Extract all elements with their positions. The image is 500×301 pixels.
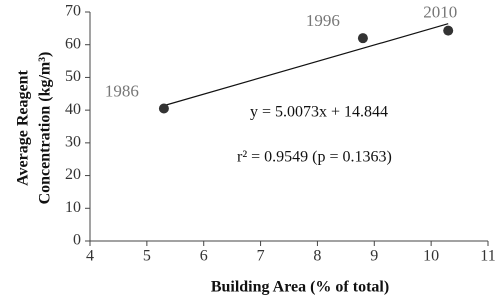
x-tick-label: 11 — [480, 248, 495, 265]
point-label: 1986 — [105, 81, 139, 100]
trendline — [163, 23, 449, 107]
annotation: r² = 0.9549 (p = 0.1363) — [237, 149, 392, 166]
y-tick-label: 10 — [65, 199, 81, 216]
point — [158, 103, 169, 114]
y-tick-label: 40 — [65, 101, 81, 118]
x-tick-label: 6 — [200, 248, 208, 265]
y-axis-label: Average Reagent — [15, 70, 32, 186]
y-tick-label: 50 — [65, 68, 81, 85]
y-tick-label: 0 — [73, 232, 81, 249]
x-tick-label: 9 — [370, 248, 378, 265]
y-tick-label: 70 — [65, 3, 81, 20]
x-tick-label: 7 — [257, 248, 265, 265]
trend-equation: y = 5.0073x + 14.844 — [250, 104, 388, 121]
x-tick-label: 10 — [423, 248, 439, 265]
y-tick-label: 30 — [65, 134, 81, 151]
point — [357, 33, 368, 44]
point — [443, 25, 454, 36]
point-label: 1996 — [306, 11, 340, 30]
point-label: 2010 — [423, 3, 457, 22]
y-tick-label: 20 — [65, 166, 81, 183]
x-tick-label: 8 — [313, 248, 321, 265]
y-axis-label: Concentration (kg/m³) — [37, 52, 54, 205]
x-tick-label: 4 — [86, 248, 94, 265]
x-tick-label: 5 — [143, 248, 151, 265]
y-tick-label: 60 — [65, 35, 81, 52]
x-axis-label: Building Area (% of total) — [211, 279, 389, 296]
